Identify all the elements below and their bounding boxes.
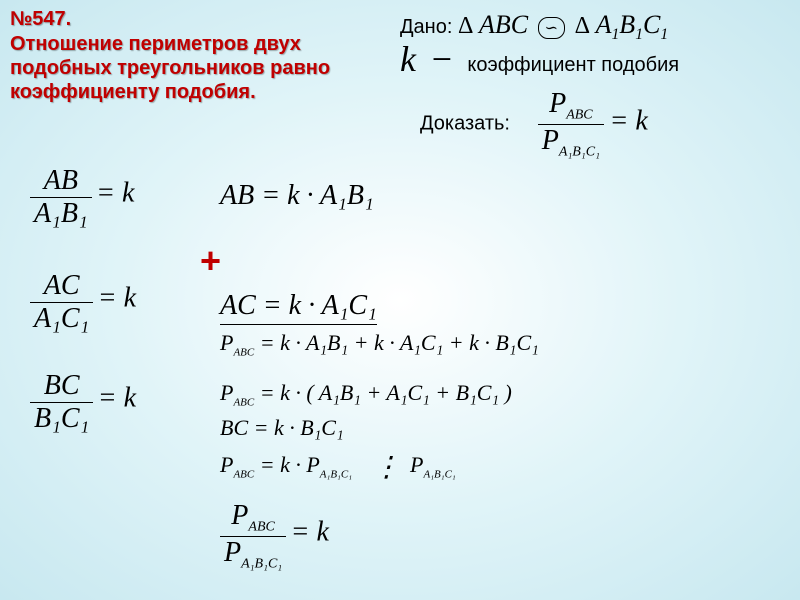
delta-1: Δ bbox=[458, 13, 473, 39]
plus-icon: + bbox=[200, 240, 221, 282]
problem-number: №547. bbox=[10, 8, 71, 31]
k-text: коэффициент подобия bbox=[467, 54, 679, 76]
eq-perimeter-factor: PABC = k · ( A₁B₁ + A₁C₁ + B₁C₁ ) bbox=[220, 380, 512, 408]
triangle-abc: ABC bbox=[479, 10, 528, 39]
eq-perimeter-sum: PABC = k · A₁B₁ + k · A₁C₁ + k · B₁C₁ bbox=[220, 330, 539, 358]
divide-icon: ⋮ bbox=[373, 450, 401, 484]
given-label: Дано: bbox=[400, 16, 452, 38]
dash: − bbox=[430, 39, 454, 79]
prove-eq-k: = k bbox=[610, 105, 648, 136]
ratio-ac: AC A₁C₁ = k bbox=[30, 270, 136, 335]
k-definition: k − коэффициент подобия bbox=[400, 38, 679, 80]
delta-2: Δ bbox=[575, 13, 590, 39]
prove-label: Доказать: bbox=[420, 112, 510, 134]
triangle-a1b1c1: A1B1C1 bbox=[596, 10, 669, 39]
eq-bc-expand: BC = k · B₁C₁ bbox=[220, 415, 800, 441]
given-block: Дано: Δ ABC ∽ Δ A1B1C1 bbox=[400, 10, 668, 40]
ratio-bc: BC B₁C₁ = k bbox=[30, 370, 136, 435]
k-variable: k bbox=[400, 39, 416, 79]
ratio-ab: AB A₁B₁ = k bbox=[30, 165, 134, 230]
eq-final: PABC PA₁B₁C₁ = k bbox=[220, 500, 329, 572]
eq-ac-expand: AC = k · A₁C₁ bbox=[220, 290, 377, 325]
similar-icon: ∽ bbox=[538, 17, 565, 39]
theorem-statement: Отношение периметров двух подобных треуг… bbox=[10, 32, 390, 104]
eq-p-equals-kp: PABC = k · PA₁B₁C₁ ⋮ PA₁B₁C₁ bbox=[220, 450, 456, 484]
prove-fraction: PABC PA₁B₁C₁ bbox=[538, 88, 604, 160]
prove-block: Доказать: PABC PA₁B₁C₁ = k bbox=[420, 88, 648, 160]
eq-ab-expand: AB = k · A₁B₁ bbox=[220, 180, 374, 212]
